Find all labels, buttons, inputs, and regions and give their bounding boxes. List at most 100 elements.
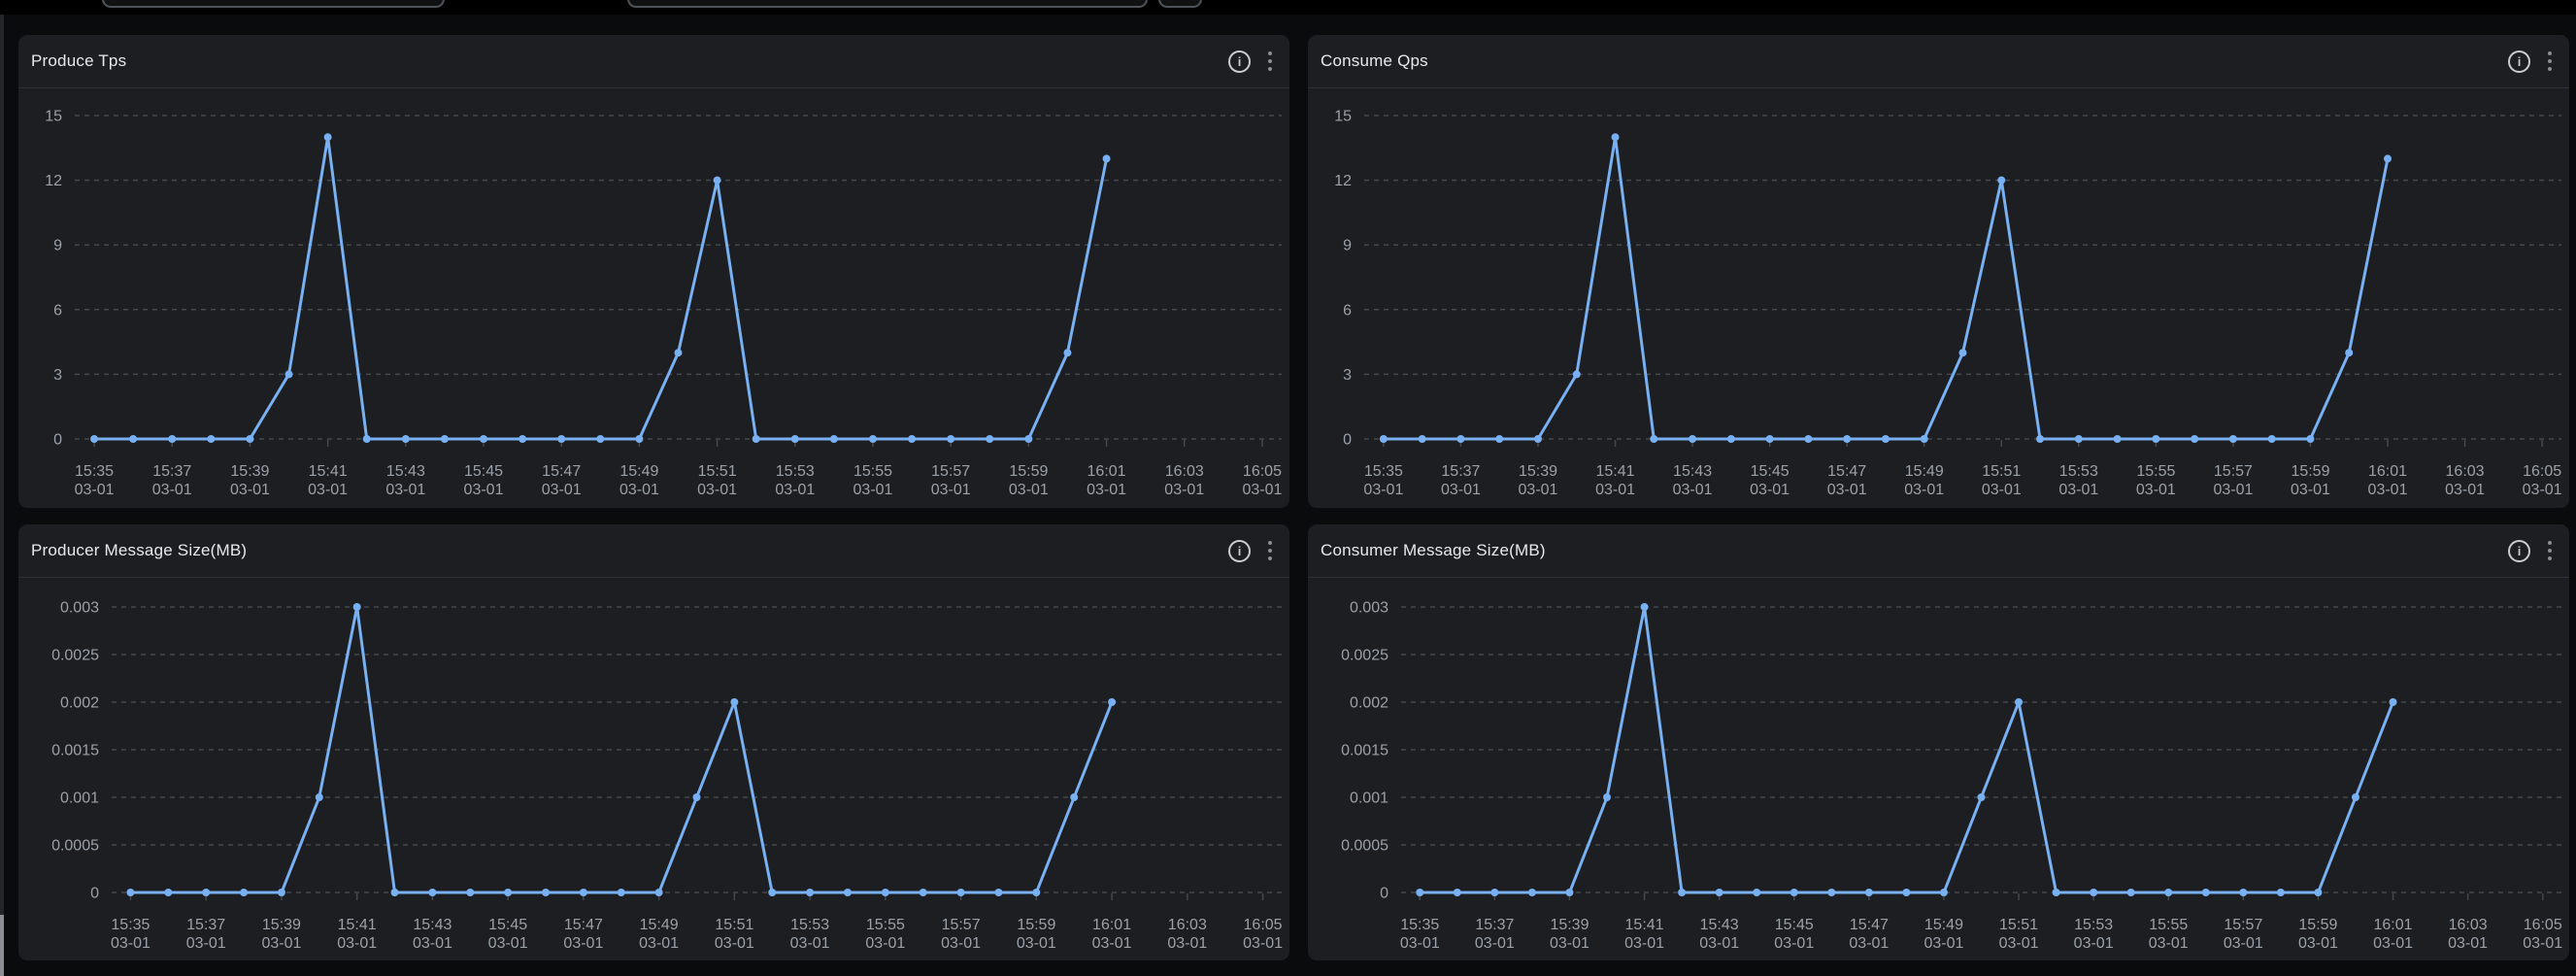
svg-text:03-01: 03-01	[464, 482, 504, 498]
chart-canvas-produce-tps[interactable]: 0 3 6 9 12 15 15:35 03-01 15:37 03-01 15:39 03-01 15…	[18, 87, 1289, 508]
svg-text:03-01: 03-01	[152, 482, 192, 498]
svg-text:15:39: 15:39	[1550, 917, 1589, 933]
svg-text:3: 3	[53, 367, 62, 384]
svg-text:15:37: 15:37	[186, 917, 225, 933]
svg-text:0.0015: 0.0015	[51, 743, 99, 759]
svg-text:03-01: 03-01	[1904, 482, 1944, 498]
chart-canvas-consumer-message-size[interactable]: 0 0.0005 0.001 0.0015 0.002 0.0025 0.003 15:35 0…	[1308, 577, 2569, 960]
panel-producer-message-size: Producer Message Size(MB) i 0 0.0005 0.001…	[18, 524, 1289, 960]
svg-text:03-01: 03-01	[790, 935, 830, 952]
svg-text:15:43: 15:43	[386, 463, 425, 480]
info-icon[interactable]: i	[2508, 539, 2530, 562]
svg-text:12: 12	[45, 173, 62, 189]
svg-text:03-01: 03-01	[1243, 935, 1283, 952]
panel-header: Consume Qps i	[1308, 35, 2569, 88]
svg-text:15:49: 15:49	[619, 463, 658, 480]
svg-text:03-01: 03-01	[1849, 935, 1889, 952]
svg-text:03-01: 03-01	[1982, 482, 2022, 498]
svg-text:0: 0	[1343, 432, 1352, 449]
kebab-menu-icon[interactable]	[2546, 539, 2554, 562]
svg-text:15:47: 15:47	[1827, 463, 1866, 480]
svg-text:6: 6	[1343, 302, 1352, 319]
panel-header: Producer Message Size(MB) i	[18, 524, 1289, 578]
panel-produce-tps: Produce Tps i 0 3 6 9 12 15 15:35 03-01 15:37 03-…	[18, 35, 1289, 508]
toolbar-small-button[interactable]	[1158, 0, 1202, 8]
svg-text:15:41: 15:41	[338, 917, 377, 933]
svg-text:15:55: 15:55	[2149, 917, 2188, 933]
svg-text:03-01: 03-01	[413, 935, 452, 952]
svg-text:03-01: 03-01	[865, 935, 905, 952]
svg-text:03-01: 03-01	[2291, 482, 2330, 498]
svg-text:0.0015: 0.0015	[1341, 743, 1388, 759]
svg-text:03-01: 03-01	[1017, 935, 1056, 952]
svg-text:0.003: 0.003	[1350, 600, 1388, 617]
svg-text:03-01: 03-01	[1699, 935, 1739, 952]
svg-text:03-01: 03-01	[1363, 482, 1403, 498]
svg-text:15:49: 15:49	[640, 917, 679, 933]
svg-text:0.002: 0.002	[1350, 695, 1388, 712]
left-scrollbar-thumb[interactable]	[0, 915, 4, 976]
svg-text:03-01: 03-01	[931, 482, 971, 498]
svg-text:03-01: 03-01	[1827, 482, 1867, 498]
svg-text:03-01: 03-01	[2058, 482, 2098, 498]
svg-text:15:41: 15:41	[1625, 917, 1664, 933]
svg-text:03-01: 03-01	[2224, 935, 2263, 952]
toolbar-input-left[interactable]	[102, 0, 445, 8]
svg-text:15:49: 15:49	[1924, 917, 1963, 933]
svg-text:03-01: 03-01	[2136, 482, 2176, 498]
svg-text:16:01: 16:01	[2374, 917, 2413, 933]
chart-canvas-consume-qps[interactable]: 0 3 6 9 12 15 15:35 03-01 15:37 03-01 15:39 03-01 15…	[1308, 87, 2569, 508]
svg-text:15:49: 15:49	[1905, 463, 1944, 480]
svg-text:15:57: 15:57	[942, 917, 981, 933]
svg-text:03-01: 03-01	[488, 935, 528, 952]
svg-text:0.002: 0.002	[60, 695, 99, 712]
svg-text:15:35: 15:35	[1364, 463, 1403, 480]
svg-text:03-01: 03-01	[563, 935, 603, 952]
svg-text:15:43: 15:43	[1700, 917, 1739, 933]
svg-text:03-01: 03-01	[2445, 482, 2485, 498]
svg-text:15:53: 15:53	[2059, 463, 2098, 480]
panel-title: Producer Message Size(MB)	[31, 541, 248, 559]
svg-text:15:59: 15:59	[2291, 463, 2329, 480]
panel-header: Produce Tps i	[18, 35, 1289, 88]
svg-text:03-01: 03-01	[1750, 482, 1790, 498]
info-icon[interactable]: i	[1228, 539, 1251, 562]
kebab-menu-icon[interactable]	[2546, 50, 2554, 73]
svg-text:03-01: 03-01	[1242, 482, 1282, 498]
svg-text:0.003: 0.003	[60, 600, 99, 617]
svg-text:15:41: 15:41	[1596, 463, 1635, 480]
info-icon[interactable]: i	[2508, 50, 2530, 73]
svg-text:15:35: 15:35	[1400, 917, 1439, 933]
kebab-menu-icon[interactable]	[1266, 539, 1274, 562]
svg-text:03-01: 03-01	[1167, 935, 1207, 952]
svg-text:03-01: 03-01	[1519, 482, 1558, 498]
svg-text:03-01: 03-01	[1774, 935, 1814, 952]
svg-text:15:47: 15:47	[542, 463, 581, 480]
chart-canvas-producer-message-size[interactable]: 0 0.0005 0.001 0.0015 0.002 0.0025 0.003 15:35 0…	[18, 577, 1289, 960]
svg-text:15:37: 15:37	[1475, 917, 1514, 933]
kebab-menu-icon[interactable]	[1266, 50, 1274, 73]
panel-title: Consume Qps	[1321, 51, 1428, 70]
svg-text:15:51: 15:51	[1999, 917, 2038, 933]
svg-text:03-01: 03-01	[1164, 482, 1204, 498]
svg-text:0: 0	[1380, 886, 1388, 902]
svg-text:15:37: 15:37	[1441, 463, 1480, 480]
svg-text:03-01: 03-01	[2368, 482, 2408, 498]
svg-text:03-01: 03-01	[1924, 935, 1963, 952]
svg-text:15:59: 15:59	[1017, 917, 1055, 933]
svg-text:15:57: 15:57	[931, 463, 970, 480]
info-icon[interactable]: i	[1228, 50, 1251, 73]
svg-text:16:01: 16:01	[2368, 463, 2407, 480]
svg-text:15:53: 15:53	[776, 463, 815, 480]
svg-text:03-01: 03-01	[2298, 935, 2338, 952]
svg-text:03-01: 03-01	[639, 935, 679, 952]
svg-text:0.001: 0.001	[60, 791, 99, 807]
svg-text:15:51: 15:51	[1982, 463, 2021, 480]
panel-header: Consumer Message Size(MB) i	[1308, 524, 2569, 578]
svg-text:03-01: 03-01	[2373, 935, 2413, 952]
panel-title: Produce Tps	[31, 51, 127, 70]
toolbar-input-right[interactable]	[627, 0, 1148, 8]
svg-text:03-01: 03-01	[2074, 935, 2114, 952]
svg-text:15:57: 15:57	[2224, 917, 2262, 933]
svg-text:03-01: 03-01	[775, 482, 815, 498]
